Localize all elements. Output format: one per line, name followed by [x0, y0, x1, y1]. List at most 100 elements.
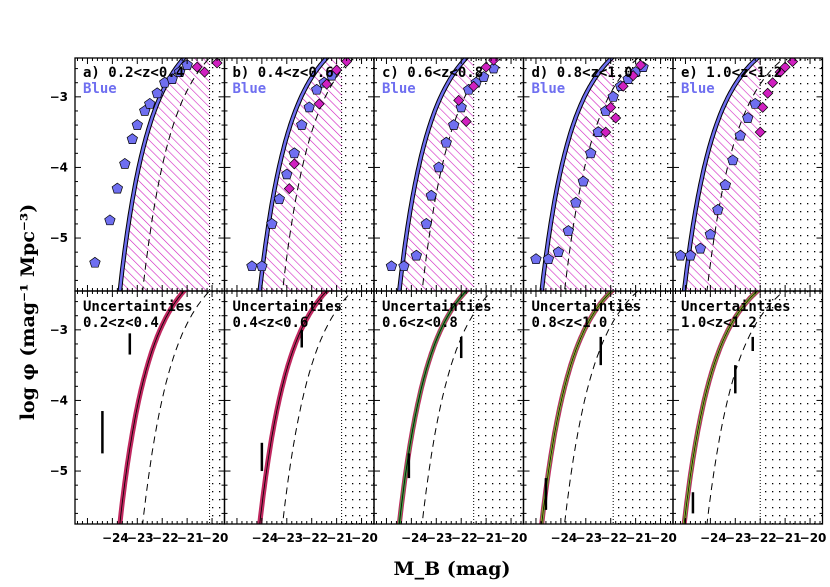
x-tick-label: −24 — [102, 531, 129, 545]
x-tick-label: −22 — [750, 531, 777, 545]
magenta-data-point — [453, 94, 465, 106]
fit-curve — [541, 291, 613, 524]
x-tick-label: −23 — [575, 531, 602, 545]
blue-data-point — [410, 249, 423, 261]
x-tick-label: −21 — [625, 531, 652, 545]
axis-labels-group: log φ (mag⁻¹ Mpc⁻³) M_B (mag) — [17, 204, 510, 580]
x-tick-label: −21 — [326, 531, 353, 545]
incompleteness-region — [473, 58, 524, 291]
x-tick-label: −24 — [700, 531, 727, 545]
y-axis-title: log φ (mag⁻¹ Mpc⁻³) — [17, 204, 39, 420]
magenta-data-point — [610, 112, 622, 124]
blue-data-point — [281, 168, 293, 180]
x-tick-label: −23 — [276, 531, 303, 545]
blue-data-point — [385, 260, 398, 272]
blue-data-point — [246, 260, 258, 272]
blue-data-point — [303, 101, 315, 113]
fit-curve — [683, 291, 759, 524]
hatched-area — [397, 58, 474, 291]
incompleteness-region — [613, 291, 673, 524]
y-tick-label: −3 — [50, 90, 68, 104]
panel-plot-area — [89, 58, 225, 291]
blue-data-point — [288, 147, 300, 159]
x-tick-label: −24 — [550, 531, 577, 545]
panel-label: Uncertainties — [532, 299, 642, 315]
panel-plot-area — [530, 58, 673, 291]
hatched-area — [683, 58, 761, 291]
blue-data-point — [433, 161, 445, 173]
incompleteness-region — [341, 291, 374, 524]
hatched-area — [539, 58, 614, 291]
reference-curve — [421, 291, 493, 524]
panel-label: a) 0.2<z<0.4 — [83, 65, 184, 81]
blue-data-point — [704, 228, 717, 240]
blue-data-point — [607, 90, 619, 102]
magenta-data-point — [321, 78, 333, 90]
magenta-data-point — [779, 61, 791, 73]
panel-sublabel: Blue — [382, 81, 416, 97]
x-tick-label: −23 — [725, 531, 752, 545]
y-tick-label: −4 — [50, 393, 68, 407]
x-tick-label: −23 — [426, 531, 453, 545]
blue-data-point — [552, 246, 565, 257]
x-tick-label: −21 — [775, 531, 802, 545]
blue-data-point — [89, 256, 101, 268]
magenta-data-point — [313, 98, 325, 110]
x-tick-label: −21 — [177, 531, 204, 545]
x-tick-label: −20 — [501, 531, 528, 545]
panel-label: Uncertainties — [83, 299, 193, 315]
blue-data-point — [104, 214, 116, 226]
magenta-data-point — [757, 101, 769, 113]
magenta-data-point — [767, 77, 779, 89]
panel-plot-area — [674, 58, 823, 291]
x-tick-label: −21 — [476, 531, 503, 545]
blue-data-point — [477, 71, 490, 82]
blue-data-point — [126, 133, 138, 144]
panel-label: Uncertainties — [382, 299, 492, 315]
panel-sublabel: 0.2<z<0.4 — [83, 315, 159, 331]
fit-curve — [258, 58, 329, 291]
magenta-data-point — [460, 116, 472, 128]
incompleteness-region — [613, 58, 673, 291]
panel-sublabel: Blue — [681, 81, 715, 97]
magenta-data-point — [617, 80, 629, 92]
fit-curve — [118, 58, 186, 291]
x-tick-label: −20 — [351, 531, 378, 545]
blue-data-point — [712, 203, 724, 215]
blue-data-point — [398, 260, 410, 272]
panel-plot-area — [539, 291, 673, 524]
panel-sublabel: 0.8<z<1.0 — [532, 315, 608, 331]
magenta-data-point — [288, 158, 300, 170]
y-tick-label: −4 — [50, 160, 68, 174]
blue-data-point — [570, 196, 582, 208]
panel-plot-area — [101, 291, 225, 524]
fit-curve — [540, 58, 614, 291]
x-tick-label: −20 — [800, 531, 827, 545]
blue-data-point — [562, 225, 575, 236]
blue-data-point — [425, 189, 437, 201]
incompleteness-region — [209, 58, 225, 291]
hatched-area — [118, 58, 210, 291]
panel-sublabel: Blue — [233, 81, 267, 97]
blue-data-point — [111, 182, 124, 194]
magenta-data-point — [468, 80, 480, 92]
panel-label: b) 0.4<z<0.6 — [233, 65, 334, 81]
panel-label: c) 0.6<z<0.8 — [382, 65, 483, 81]
incompleteness-region — [209, 291, 225, 524]
incompleteness-region — [473, 291, 524, 524]
x-tick-label: −24 — [401, 531, 428, 545]
fit-curve — [259, 291, 328, 524]
magenta-data-point — [480, 61, 492, 73]
blue-data-point — [585, 147, 597, 159]
y-tick-label: −5 — [50, 231, 68, 245]
blue-data-point — [719, 179, 732, 190]
blue-data-point — [266, 217, 278, 229]
x-tick-label: −22 — [600, 531, 627, 545]
panel-plot-area — [681, 291, 823, 524]
